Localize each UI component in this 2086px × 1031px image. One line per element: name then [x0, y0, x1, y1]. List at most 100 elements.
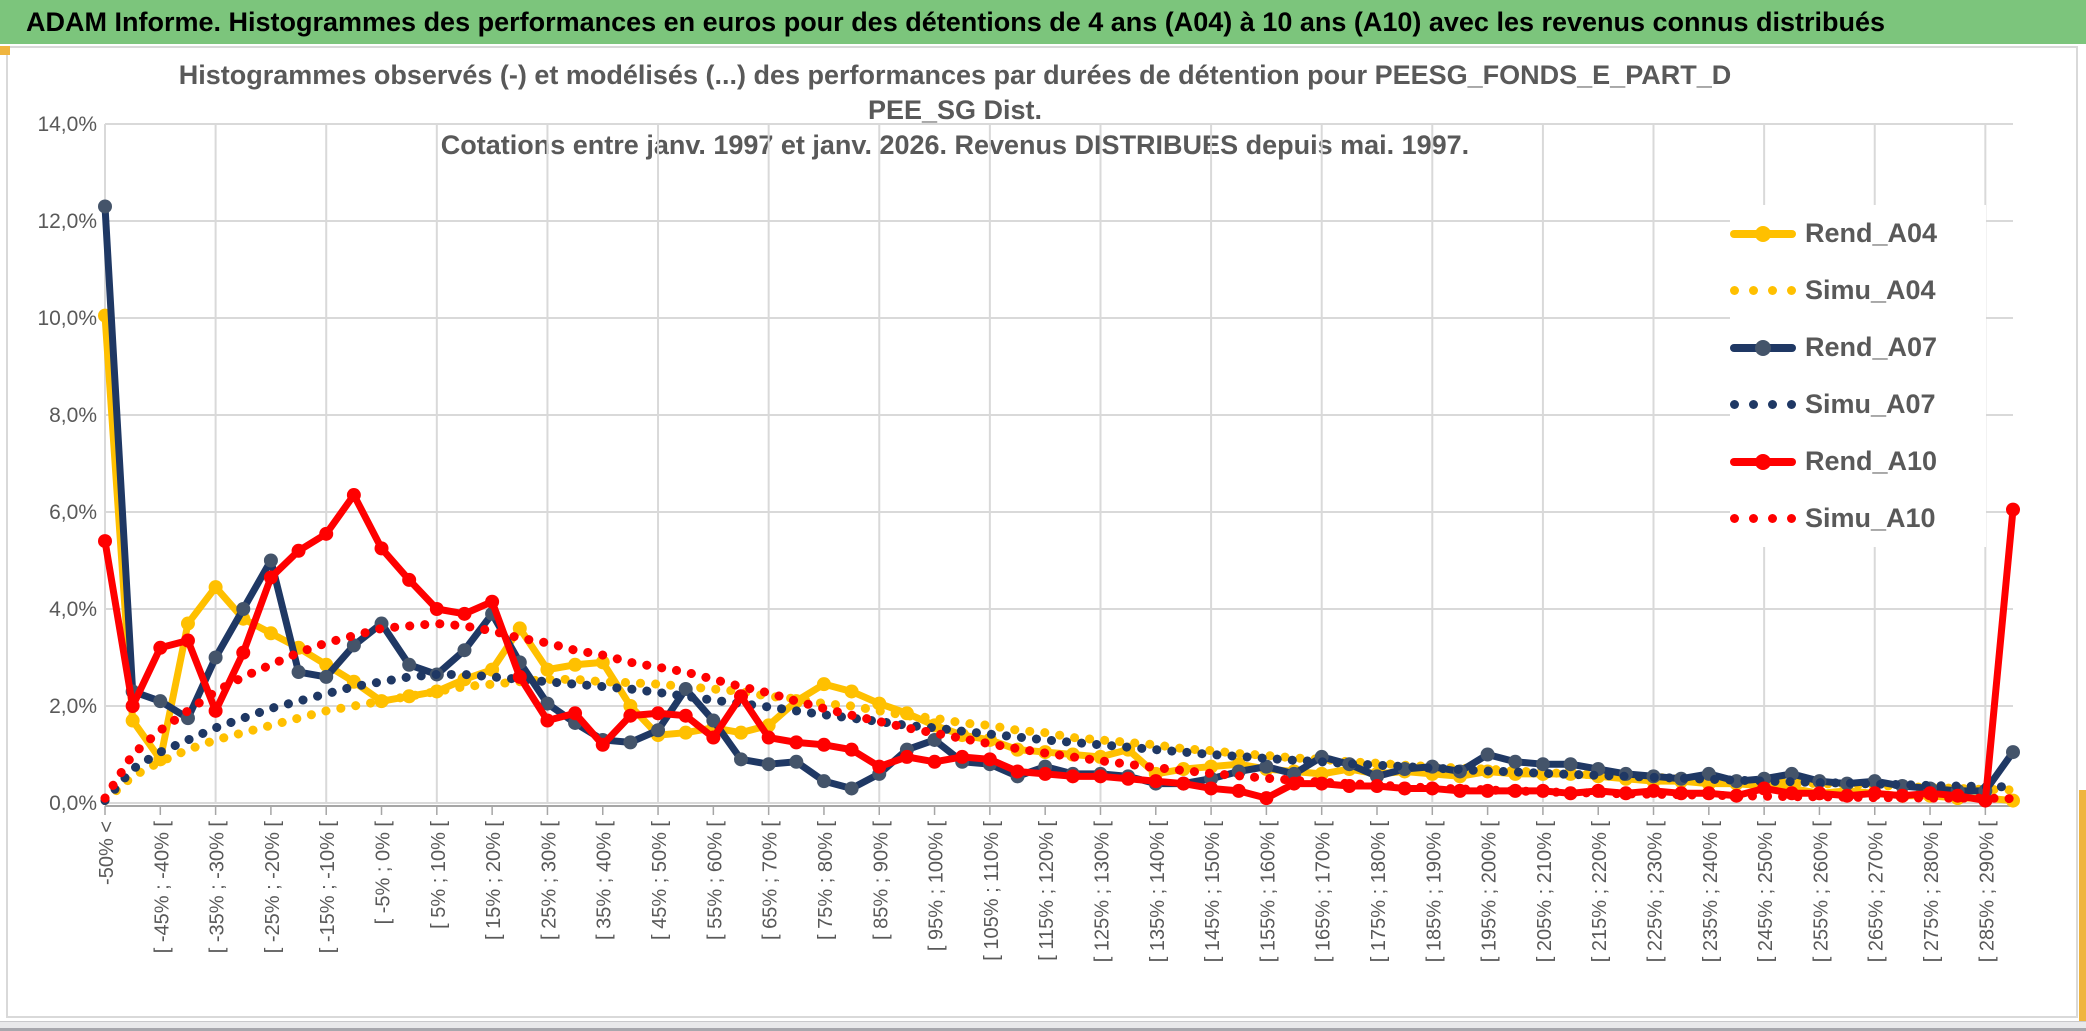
legend-dot	[1768, 514, 1777, 523]
x-axis-label: [ 105% ; 110% [	[981, 821, 1003, 961]
legend-dot	[1787, 286, 1796, 295]
series-rend_a10-marker	[1148, 774, 1163, 789]
series-rend_a07-marker	[457, 643, 472, 658]
series-simu_a10-line	[100, 619, 2018, 804]
series-rend_a10-marker	[98, 534, 112, 549]
series-rend_a10-marker	[2006, 502, 2020, 517]
x-axis-label: [ 135% ; 140% [	[1147, 821, 1169, 963]
series-rend_a07-marker	[1563, 757, 1578, 772]
x-axis-label: [ -15% ; -10% [	[317, 821, 339, 954]
x-axis-label: [ 125% ; 130% [	[1091, 821, 1113, 963]
legend-marker	[1755, 225, 1771, 242]
series-rend_a10-marker	[816, 737, 831, 752]
accent-top-left	[0, 46, 10, 55]
series-rend_a10-marker	[761, 730, 776, 745]
legend-item-rend_a10[interactable]: Rend_A10	[1730, 433, 1986, 490]
y-axis-label: 0,0%	[49, 792, 97, 815]
series-rend_a10-marker	[706, 730, 721, 745]
series-rend_a10-marker	[927, 754, 942, 769]
series-rend_a07-marker	[98, 199, 112, 214]
x-axis-label: [ 195% ; 200% [	[1479, 821, 1501, 963]
series-rend_a07-marker	[1784, 766, 1799, 781]
series-rend_a07-marker	[1259, 759, 1274, 774]
legend-label: Simu_A04	[1805, 275, 1936, 305]
series-rend_a07-marker	[816, 774, 831, 789]
series-rend_a04-marker	[872, 696, 887, 711]
x-axis-label: [ -35% ; -30% [	[207, 821, 229, 954]
y-axis-label: 6,0%	[49, 501, 97, 524]
legend-dot	[1730, 400, 1739, 409]
x-axis-label: -50% <	[96, 821, 118, 885]
x-axis-label: [ 165% ; 170% [	[1313, 821, 1335, 963]
legend-label: Simu_A10	[1805, 503, 1936, 533]
solid-line-icon	[1730, 225, 1796, 243]
x-axis-label: [ 95% ; 100% [	[926, 821, 948, 952]
series-rend_a07-marker	[1480, 747, 1495, 762]
x-axis-label: [ 75% ; 80% [	[815, 821, 837, 940]
series-rend_a04-marker	[568, 657, 583, 672]
series-rend_a04-marker	[734, 725, 748, 740]
legend-label: Rend_A07	[1805, 332, 1938, 362]
series-rend_a07-marker	[208, 650, 223, 665]
series-rend_a10-marker	[1093, 769, 1108, 784]
legend-dot	[1768, 400, 1777, 409]
y-axis-label: 12,0%	[37, 210, 97, 233]
legend-label: Rend_A04	[1805, 218, 1938, 248]
series-rend_a10-marker	[1231, 783, 1246, 798]
chart-title: Histogrammes observés (-) et modélisés (…	[150, 58, 1760, 163]
solid-line-icon	[1730, 339, 1796, 357]
x-axis-label: [ 185% ; 190% [	[1423, 821, 1445, 963]
series-rend_a10-marker	[734, 689, 748, 704]
series-rend_a10-marker	[651, 706, 666, 721]
bottom-strip	[0, 1021, 2086, 1031]
series-rend_a10-marker	[623, 708, 638, 723]
series-rend_a10-marker	[955, 749, 970, 764]
series-rend_a10-marker	[236, 645, 251, 660]
series-rend_a04-marker	[678, 725, 693, 740]
chart-title-line1: Histogrammes observés (-) et modélisés (…	[178, 60, 1732, 125]
x-axis-label: [ 235% ; 240% [	[1700, 821, 1722, 963]
legend-item-simu_a07[interactable]: Simu_A07	[1730, 376, 1986, 433]
series-rend_a10-marker	[263, 570, 278, 585]
series-rend_a10-marker	[1204, 781, 1219, 796]
series-rend_a04-marker	[512, 621, 527, 636]
series-rend_a07-marker	[263, 553, 278, 568]
x-axis-label: [ 15% ; 20% [	[483, 821, 505, 940]
x-axis-label: [ 205% ; 210% [	[1534, 821, 1556, 963]
series-rend_a10-marker	[1121, 771, 1136, 786]
page-title: ADAM Informe. Histogrammes des performan…	[26, 6, 1886, 37]
legend-dot	[1787, 400, 1796, 409]
series-rend_a04-marker	[1314, 766, 1329, 781]
series-rend_a07-marker	[402, 657, 417, 672]
legend-item-rend_a04[interactable]: Rend_A04	[1730, 205, 1986, 262]
accent-right-strip	[2079, 790, 2086, 1021]
series-rend_a10-marker	[678, 708, 693, 723]
legend-marker	[1755, 453, 1771, 470]
x-axis-label: [ 215% ; 220% [	[1589, 821, 1611, 963]
series-rend_a10-marker	[982, 752, 997, 767]
x-axis-label: [ 35% ; 40% [	[594, 821, 616, 940]
series-rend_a10-marker	[374, 541, 389, 556]
legend-item-rend_a07[interactable]: Rend_A07	[1730, 319, 1986, 376]
y-axis-label: 4,0%	[49, 598, 97, 621]
series-rend_a10-marker	[1038, 766, 1053, 781]
series-rend_a10-marker	[844, 742, 859, 757]
series-rend_a10-marker	[1065, 769, 1080, 784]
legend-label: Simu_A07	[1805, 389, 1936, 419]
series-rend_a04-marker	[623, 699, 638, 713]
series-rend_a10-marker	[595, 737, 610, 752]
window-title-bar: ADAM Informe. Histogrammes des performan…	[0, 0, 2086, 44]
x-axis-label: [ 285% ; 290% [	[1976, 821, 1998, 963]
legend-item-simu_a10[interactable]: Simu_A10	[1730, 490, 1986, 547]
series-rend_a10-marker	[402, 572, 417, 587]
series-rend_a07-marker	[761, 757, 776, 772]
x-axis-label: [ 275% ; 280% [	[1921, 821, 1943, 963]
legend: Rend_A04 Simu_A04 Rend_A07 Simu_A07 Rend_A10…	[1730, 205, 1986, 547]
series-rend_a10-marker	[485, 594, 500, 609]
y-axis-label: 10,0%	[37, 307, 97, 330]
legend-dot	[1787, 514, 1796, 523]
series-rend_a10-marker	[789, 735, 804, 750]
legend-item-simu_a04[interactable]: Simu_A04	[1730, 262, 1986, 319]
series-rend_a07-marker	[1535, 757, 1550, 772]
